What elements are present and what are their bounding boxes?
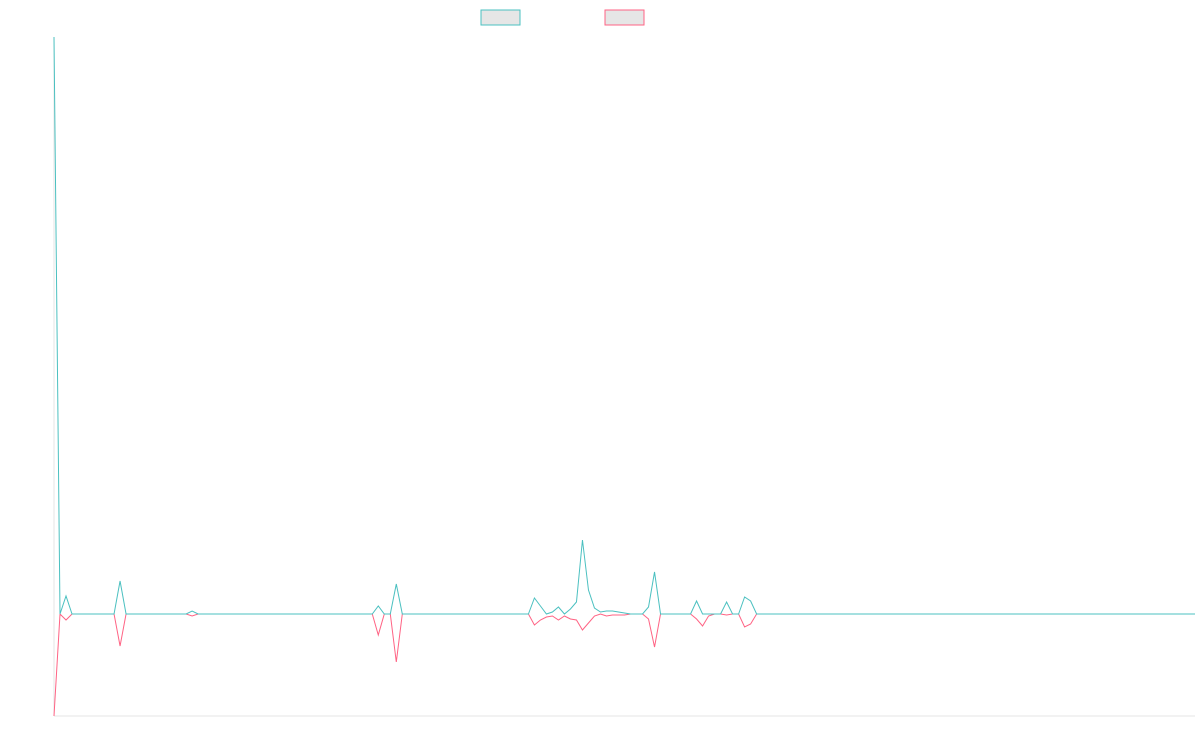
data-line — [53, 36, 1195, 615]
data-line — [53, 612, 1195, 717]
legend-swatch — [604, 9, 645, 26]
legend-swatch — [480, 9, 521, 26]
